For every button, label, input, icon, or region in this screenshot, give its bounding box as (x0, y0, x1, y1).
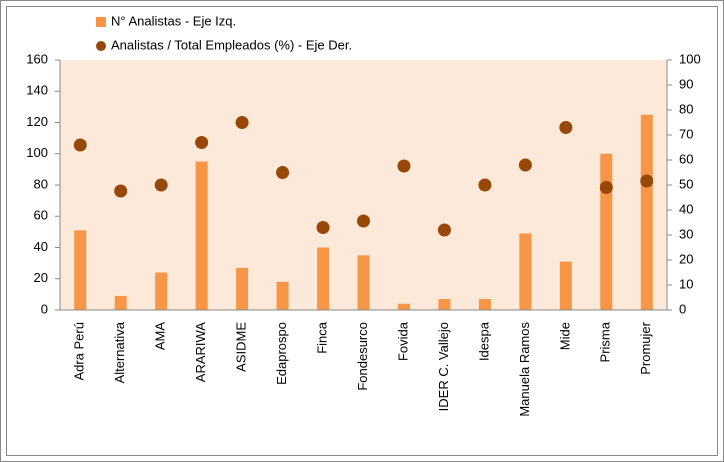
bar (397, 303, 410, 310)
dot (73, 138, 87, 152)
legend-swatch (96, 17, 106, 27)
bar (438, 299, 451, 310)
x-tick-label: ASIDME (234, 322, 249, 372)
bar (114, 295, 127, 310)
legend-swatch (96, 41, 106, 51)
y2-tick-label: 70 (679, 126, 693, 141)
dot (640, 174, 654, 188)
x-tick-label: Edaprospo (274, 322, 289, 385)
y2-tick-label: 30 (679, 226, 693, 241)
y-tick-label: 120 (26, 114, 48, 129)
x-tick-label: Prisma (598, 321, 613, 362)
y2-tick-label: 10 (679, 276, 693, 291)
dot (518, 158, 532, 172)
bar (559, 261, 572, 310)
bar (600, 153, 613, 310)
bar (236, 267, 249, 310)
dot (195, 136, 209, 149)
y-tick-label: 40 (34, 239, 48, 254)
x-tick-label: IDER C. Vallejo (436, 322, 451, 411)
legend-label: N° Analistas - Eje Izq. (111, 13, 236, 28)
y-tick-label: 80 (34, 176, 48, 191)
x-tick-label: Fovida (395, 321, 410, 361)
bar (74, 230, 87, 310)
y2-tick-label: 0 (679, 301, 686, 316)
y-tick-label: 100 (26, 145, 48, 160)
y2-tick-label: 100 (679, 51, 701, 66)
x-tick-label: AMA (153, 322, 168, 351)
bar (195, 161, 208, 310)
inner-frame (6, 6, 718, 456)
dot (357, 214, 370, 228)
x-tick-label: Manuela Ramos (517, 322, 532, 417)
bar (519, 233, 532, 310)
bar (640, 114, 653, 310)
dot (114, 184, 128, 198)
y2-tick-label: 40 (679, 201, 693, 216)
dot (599, 181, 613, 194)
y-tick-label: 60 (34, 208, 48, 223)
x-tick-label: Fondesurco (355, 322, 370, 391)
x-tick-label: Alternativa (112, 321, 127, 383)
y2-tick-label: 20 (679, 251, 693, 266)
y-tick-label: 140 (26, 83, 48, 98)
y-tick-label: 20 (34, 270, 48, 285)
dot (437, 223, 451, 237)
bar (478, 299, 491, 310)
y2-tick-label: 60 (679, 151, 693, 166)
dot (397, 159, 411, 173)
dot (559, 121, 573, 134)
x-tick-label: Promujer (638, 321, 653, 374)
x-tick-label: Idespa (476, 321, 491, 361)
x-tick-label: Mide (557, 322, 572, 350)
y-tick-label: 160 (26, 51, 48, 66)
dot (276, 166, 290, 179)
dot (235, 116, 249, 129)
x-tick-label: Finca (314, 321, 329, 354)
x-tick-label: Adra Perú (72, 322, 87, 381)
bar (276, 281, 289, 310)
bar (357, 255, 370, 310)
bar (155, 272, 168, 310)
dot (316, 221, 330, 234)
y-tick-label: 0 (41, 301, 48, 316)
legend-label: Analistas / Total Empleados (%) - Eje De… (111, 37, 352, 52)
dot (478, 178, 492, 192)
dot (154, 178, 168, 192)
bar (317, 247, 330, 310)
y2-tick-label: 50 (679, 176, 693, 191)
y2-tick-label: 90 (679, 76, 693, 91)
y2-tick-label: 80 (679, 101, 693, 116)
x-tick-label: ARARIWA (193, 322, 208, 383)
